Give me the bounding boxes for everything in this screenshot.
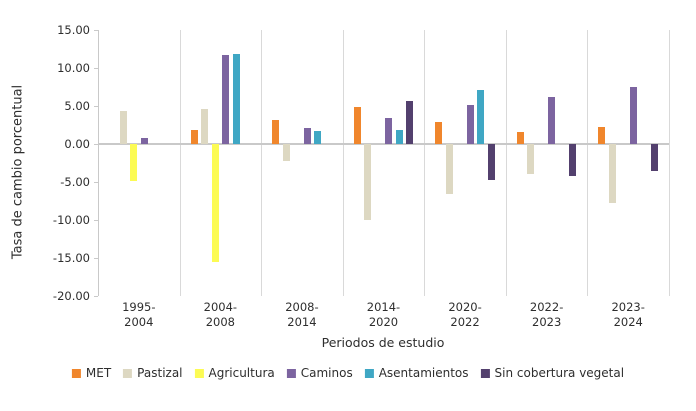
plot-gridline <box>424 30 426 296</box>
legend-label: Asentamientos <box>378 366 469 380</box>
bar-asentamientos-2008-2014 <box>314 131 322 144</box>
y-tick-mark <box>94 68 98 69</box>
x-tick-label: 2014- 2020 <box>342 300 426 330</box>
bar-pastizal-2014-2020 <box>364 144 372 220</box>
bar-sin-cobertura-vegetal-2020-2022 <box>487 144 495 180</box>
bar-sin-cobertura-vegetal-2014-2020 <box>406 100 414 144</box>
legend-swatch-icon <box>71 368 81 378</box>
x-tick-line2: 2022 <box>450 315 480 329</box>
bar-pastizal-2008-2014 <box>282 144 290 162</box>
x-tick-line1: 2022- <box>529 300 564 314</box>
bar-asentamientos-2014-2020 <box>395 130 403 144</box>
x-tick-label: 2023- 2024 <box>586 300 670 330</box>
legend-label: Pastizal <box>137 366 183 380</box>
bar-met-2023-2024 <box>598 127 606 144</box>
x-axis-title: Periodos de estudio <box>321 335 445 350</box>
bar-caminos-2020-2022 <box>466 105 474 144</box>
bar-caminos-2023-2024 <box>629 87 637 144</box>
x-tick-line2: 2024 <box>613 315 643 329</box>
x-tick-line1: 2004- <box>203 300 238 314</box>
y-axis-title: Tasa de cambio porcentual <box>10 84 26 260</box>
bar-pastizal-2020-2022 <box>445 144 453 195</box>
bar-caminos-2022-2023 <box>548 96 556 144</box>
legend-label: Sin cobertura vegetal <box>494 366 625 380</box>
bar-pastizal-2004-2008 <box>201 109 209 144</box>
x-tick-line1: 2020- <box>448 300 482 314</box>
y-tick-label: 15.00 <box>57 23 90 37</box>
legend-item-pastizal: Pastizal <box>123 366 183 380</box>
legend-label: Caminos <box>300 366 353 380</box>
legend-item-agricultura: Agricultura <box>194 366 275 380</box>
y-tick-mark <box>94 182 98 183</box>
x-tick-label: 2004- 2008 <box>178 300 262 330</box>
x-tick-line2: 2008 <box>205 315 235 329</box>
y-tick-label: 5.00 <box>64 99 90 113</box>
y-tick-mark <box>94 220 98 221</box>
x-tick-line1: 2014- <box>366 300 401 314</box>
x-tick-line1: 1995- <box>122 300 156 314</box>
plot-gridline <box>669 30 670 296</box>
legend: MET Pastizal Agricultura Caminos Asentamient… <box>66 366 630 380</box>
legend-item-caminos: Caminos <box>286 366 353 380</box>
y-tick-label: -20.00 <box>52 289 90 303</box>
legend-swatch-icon <box>480 368 490 378</box>
y-tick-label: -15.00 <box>52 251 90 265</box>
x-tick-line2: 2020 <box>368 315 399 329</box>
y-tick-label: 10.00 <box>57 61 90 75</box>
x-tick-line2: 2014 <box>287 315 317 329</box>
x-tick-line1: 2008- <box>285 300 319 314</box>
plot-gridline <box>342 30 344 296</box>
bar-asentamientos-2004-2008 <box>232 53 240 144</box>
bar-pastizal-2022-2023 <box>527 144 535 174</box>
legend-swatch-icon <box>194 368 204 378</box>
x-tick-line2: 2023 <box>532 315 562 329</box>
x-tick-label: 1995- 2004 <box>97 300 181 330</box>
y-tick-mark <box>94 296 98 297</box>
y-tick-mark <box>94 30 98 31</box>
legend-swatch-icon <box>123 368 133 378</box>
x-tick-line2: 2004 <box>124 315 154 329</box>
bar-pastizal-1995-2004 <box>119 110 127 144</box>
legend-item-sin-cobertura-vegetal: Sin cobertura vegetal <box>480 366 625 380</box>
bar-met-2014-2020 <box>353 106 361 144</box>
bar-met-2022-2023 <box>516 131 524 144</box>
plot-gridline <box>261 30 263 296</box>
bar-sin-cobertura-vegetal-2023-2024 <box>650 144 658 171</box>
legend-item-asentamientos: Asentamientos <box>364 366 469 380</box>
bar-caminos-2004-2008 <box>222 55 230 144</box>
plot-gridline <box>505 30 507 296</box>
bar-caminos-2008-2014 <box>303 128 311 144</box>
bar-pastizal-2023-2024 <box>608 144 616 204</box>
bar-met-2020-2022 <box>435 121 443 144</box>
bar-met-2004-2008 <box>190 129 198 144</box>
x-tick-label: 2008- 2014 <box>260 300 344 330</box>
y-tick-mark <box>94 258 98 259</box>
y-tick-label: -5.00 <box>60 175 90 189</box>
plot-gridline <box>587 30 589 296</box>
y-tick-mark <box>94 106 98 107</box>
y-tick-label: -10.00 <box>52 213 90 227</box>
y-tick-label: 0.00 <box>64 137 90 151</box>
zero-line <box>98 143 669 145</box>
bar-met-2008-2014 <box>272 119 280 144</box>
legend-label: Agricultura <box>208 366 275 380</box>
legend-label: MET <box>85 366 112 380</box>
legend-swatch-icon <box>286 368 296 378</box>
bar-agricultura-2004-2008 <box>211 144 219 262</box>
bar-caminos-1995-2004 <box>140 137 148 144</box>
legend-swatch-icon <box>364 368 374 378</box>
x-tick-label: 2020- 2022 <box>423 300 507 330</box>
plot-gridline <box>179 30 181 296</box>
bar-agricultura-1995-2004 <box>130 144 138 182</box>
x-tick-label: 2022- 2023 <box>505 300 589 330</box>
bar-caminos-2014-2020 <box>385 118 393 144</box>
y-tick-mark <box>94 144 98 145</box>
bar-sin-cobertura-vegetal-2022-2023 <box>569 144 577 176</box>
y-axis-line <box>98 30 99 296</box>
bar-asentamientos-2020-2022 <box>477 90 485 144</box>
x-tick-line1: 2023- <box>611 300 645 314</box>
legend-item-met: MET <box>71 366 112 380</box>
